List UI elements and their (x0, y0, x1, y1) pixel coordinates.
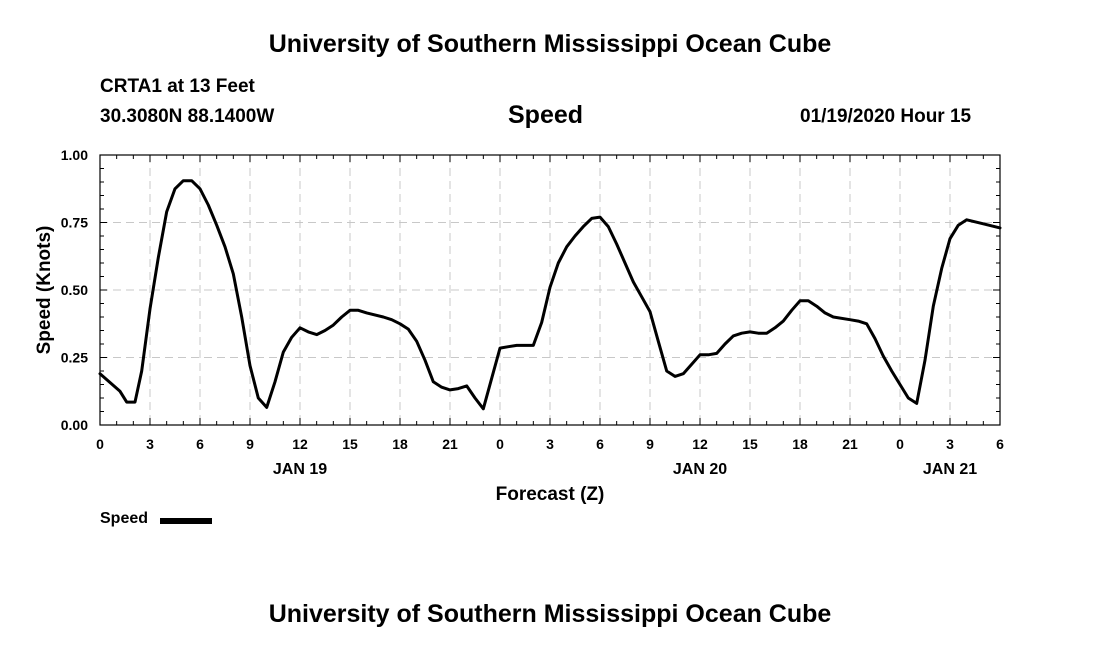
x-tick-label: 6 (596, 436, 604, 452)
y-tick-label: 1.00 (61, 147, 88, 163)
y-axis-label: Speed (Knots) (34, 226, 55, 355)
x-tick-label: 12 (692, 436, 708, 452)
x-tick-label: 15 (742, 436, 758, 452)
issued-time-label: 01/19/2020 Hour 15 (800, 106, 972, 127)
x-tick-label: 0 (896, 436, 904, 452)
x-tick-label: 0 (96, 436, 104, 452)
x-tick-label: 3 (146, 436, 154, 452)
x-day-label: JAN 21 (923, 461, 977, 478)
x-tick-label: 18 (792, 436, 808, 452)
x-tick-label: 9 (646, 436, 654, 452)
y-tick-label: 0.75 (61, 215, 88, 231)
legend-label: Speed (100, 510, 149, 527)
x-tick-label: 3 (546, 436, 554, 452)
x-tick-label: 12 (292, 436, 308, 452)
footer-title: University of Southern Mississippi Ocean… (268, 600, 832, 628)
y-tick-label: 0.00 (61, 417, 88, 433)
x-tick-label: 15 (342, 436, 358, 452)
x-tick-label: 21 (442, 436, 458, 452)
x-tick-label: 6 (196, 436, 204, 452)
x-tick-label: 21 (842, 436, 858, 452)
series-line-speed (98, 179, 1002, 411)
location-label: 30.3080N 88.1400W (100, 106, 275, 127)
station-label: CRTA1 at 13 Feet (100, 76, 255, 97)
legend-speed-line (160, 518, 212, 524)
y-tick-label: 0.25 (61, 350, 88, 366)
page-title: University of Southern Mississippi Ocean… (268, 30, 832, 58)
x-tick-label: 9 (246, 436, 254, 452)
x-tick-label: 3 (946, 436, 954, 452)
x-tick-label: 6 (996, 436, 1004, 452)
chart-title: Speed (508, 101, 584, 129)
x-axis-label: Forecast (Z) (496, 484, 605, 505)
x-day-label: JAN 19 (273, 461, 327, 478)
y-tick-label: 0.50 (61, 282, 88, 298)
x-tick-label: 18 (392, 436, 408, 452)
x-tick-label: 0 (496, 436, 504, 452)
x-day-label: JAN 20 (673, 461, 727, 478)
